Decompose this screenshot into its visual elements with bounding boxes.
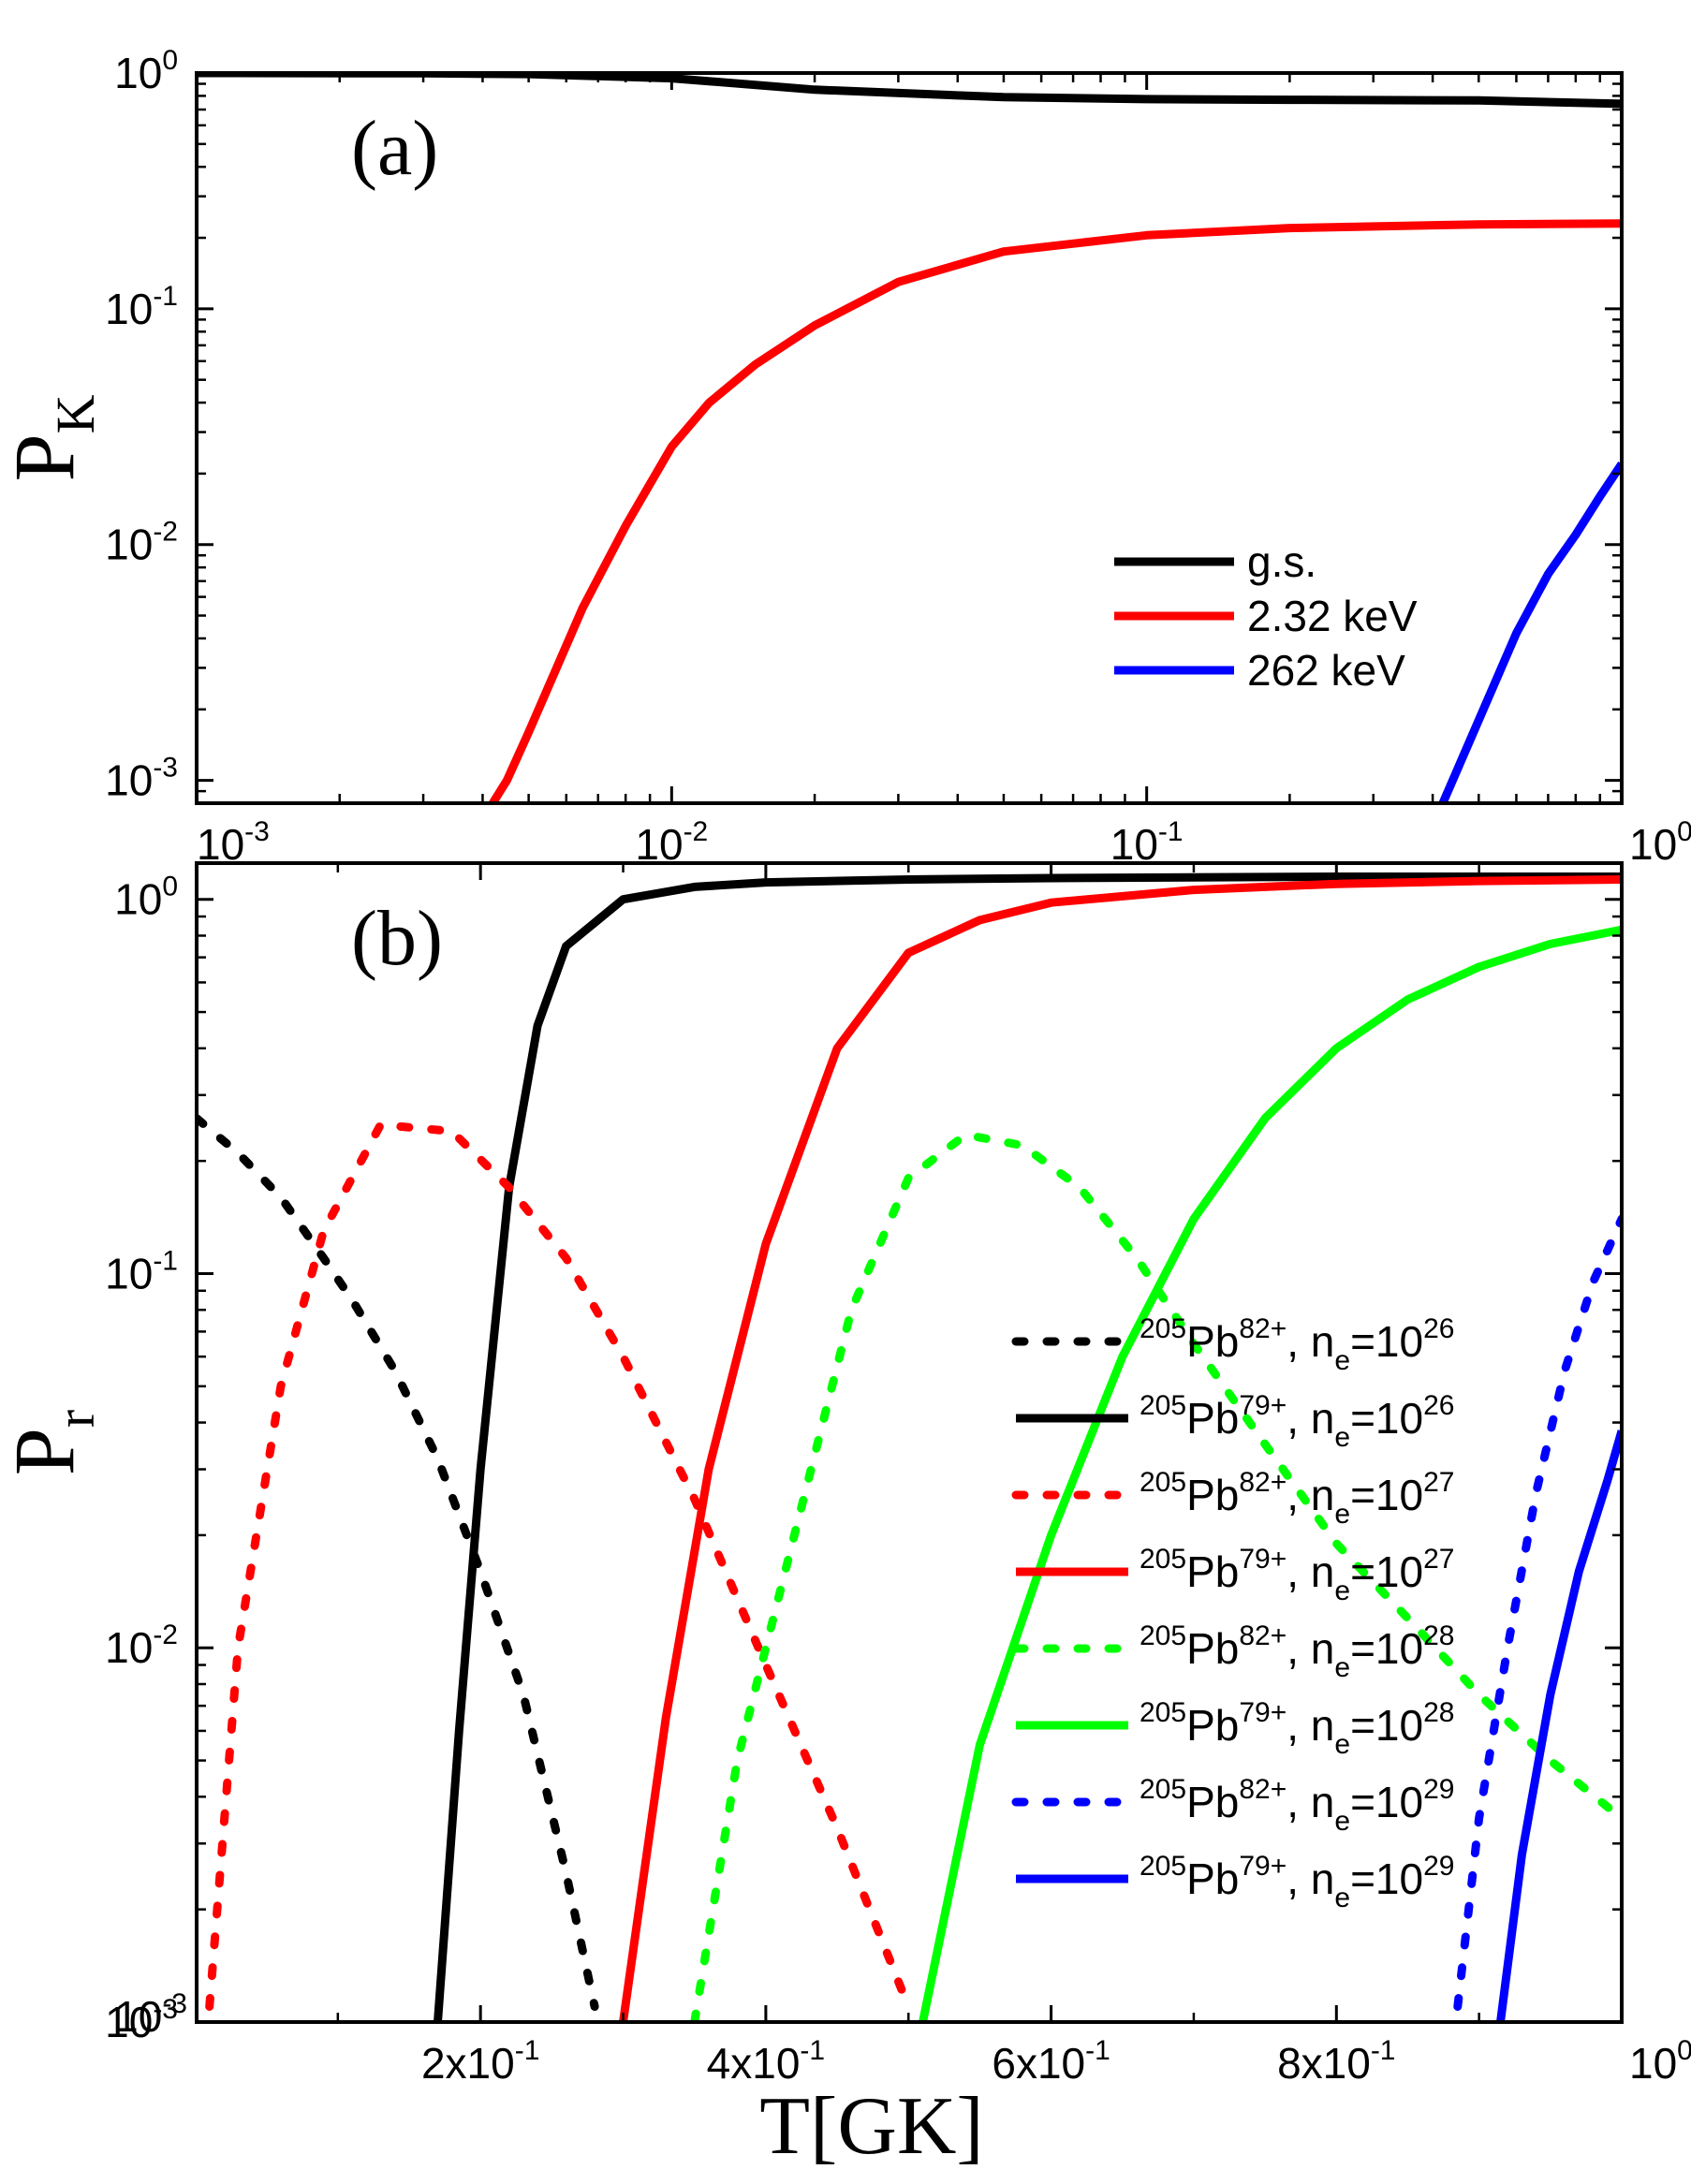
legend-label: 205Pb82+, ne=1029 [1140, 1774, 1454, 1837]
legend-label: 205Pb79+, ne=1028 [1140, 1697, 1454, 1760]
y-tick-label: 10-3 [105, 1994, 178, 2046]
x-tick-label: 10-3 [197, 816, 270, 869]
series-line-4 [619, 875, 1622, 2022]
legend-label: 205Pb79+, ne=1029 [1140, 1851, 1454, 1913]
x-tick-label: 100 [1629, 2035, 1691, 2088]
legend-label: 205Pb79+, ne=1027 [1140, 1544, 1454, 1606]
legend-label: 205Pb82+, ne=1026 [1140, 1313, 1454, 1376]
legend-label: 2.32 keV [1247, 592, 1418, 640]
y-tick-label: 10-1 [105, 281, 178, 333]
legend-label: 205Pb82+, ne=1028 [1140, 1620, 1454, 1683]
x-tick-label: 4x10-1 [707, 2035, 825, 2088]
series-line-8 [1496, 1429, 1622, 2022]
panel-label: (a) [351, 105, 438, 192]
series-line-3 [205, 1120, 913, 2011]
x-tick-label: 10-2 [635, 816, 708, 869]
series-line-7 [1453, 1214, 1622, 2011]
x-tick-label: 10-1 [1110, 816, 1184, 869]
x-tick-label: 10-3 [114, 1988, 187, 2041]
panel-a: 10-3 10-2 10-1 100 10-3 10-2 10-1 100 (a) PK g.s. 2… [0, 45, 1691, 869]
x-tick-label: 2x10-1 [421, 2035, 539, 2088]
series-line-6 [919, 925, 1622, 2022]
y-tick-label: 100 [114, 872, 178, 924]
y-axis-label: Pr [0, 1410, 106, 1476]
series-line-1 [197, 1114, 599, 2011]
panel-label: (b) [351, 895, 443, 982]
series-line-5 [690, 1130, 1622, 2022]
series-line-1 [197, 73, 1622, 109]
series-line-2 [489, 219, 1622, 803]
y-tick-label: 100 [114, 45, 178, 97]
series-group [197, 872, 1622, 2022]
legend-label: 262 keV [1247, 646, 1405, 695]
y-tick-label: 10-1 [105, 1245, 178, 1297]
y-tick-label: 10-2 [105, 517, 178, 569]
x-axis-label: T[GK] [759, 2081, 983, 2172]
y-tick-label: 10-3 [105, 753, 178, 805]
plot-frame [195, 861, 1624, 2024]
y-axis-label: PK [0, 394, 106, 481]
panel-b: 10-3 10-2 10-1 100 10-3 2x10-1 4x10-1 6x10-1 8x1… [0, 861, 1691, 2172]
plot-frame [195, 71, 1624, 805]
legend-label: g.s. [1247, 537, 1316, 586]
x-tick-label: 6x10-1 [992, 2035, 1110, 2088]
series-line-3 [1438, 462, 1622, 803]
legend-label: 205Pb79+, ne=1026 [1140, 1390, 1454, 1453]
x-tick-label: 8x10-1 [1277, 2035, 1395, 2088]
y-tick-label: 10-2 [105, 1620, 178, 1672]
x-tick-label: 100 [1629, 816, 1691, 869]
legend-label: 205Pb82+, ne=1027 [1140, 1467, 1454, 1530]
